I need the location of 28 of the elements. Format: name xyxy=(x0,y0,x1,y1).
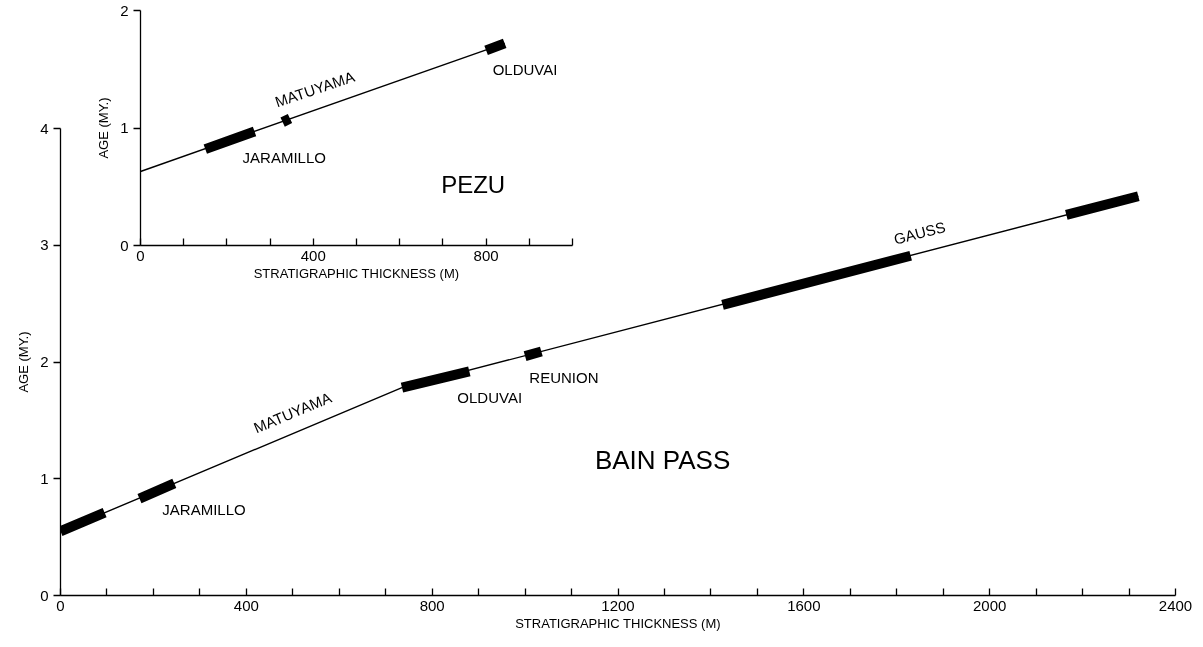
annotation: GAUSS xyxy=(892,218,948,248)
x-tick-label: 800 xyxy=(473,246,499,264)
y-axis-title: AGE (MY.) xyxy=(96,97,112,159)
x-tick-label: 400 xyxy=(233,596,259,614)
annotation: REUNION xyxy=(529,368,599,386)
y-tick-label: 3 xyxy=(40,236,49,254)
text: PEZU xyxy=(441,170,506,198)
x-tick-label: 800 xyxy=(419,596,445,614)
x-tick-label: 1200 xyxy=(601,596,635,614)
y-tick-label: 1 xyxy=(40,469,49,487)
y-tick-label: 2 xyxy=(40,353,49,370)
x-tick-label: 0 xyxy=(56,596,65,614)
annotation: OLDUVAI xyxy=(457,388,523,406)
annotation: JARAMILLO xyxy=(162,500,246,518)
x-tick-label: 0 xyxy=(136,246,145,264)
text: BAIN PASS xyxy=(594,445,731,476)
y-tick-label: 1 xyxy=(120,119,129,136)
y-axis-title: AGE (MY.) xyxy=(16,331,32,393)
annotation: JARAMILLO xyxy=(242,149,326,167)
x-tick-label: 1600 xyxy=(787,596,821,614)
x-axis-title: STRATIGRAPHIC THICKNESS (M) xyxy=(515,615,721,631)
x-tick-label: 400 xyxy=(300,246,326,264)
y-tick-label: 2 xyxy=(120,1,129,19)
x-tick-label: 2000 xyxy=(972,596,1007,614)
x-axis-title: STRATIGRAPHIC THICKNESS (M) xyxy=(253,265,460,281)
x-tick-label: 2400 xyxy=(1158,596,1193,614)
y-tick-label: 4 xyxy=(40,119,49,137)
annotation: OLDUVAI xyxy=(492,60,558,78)
